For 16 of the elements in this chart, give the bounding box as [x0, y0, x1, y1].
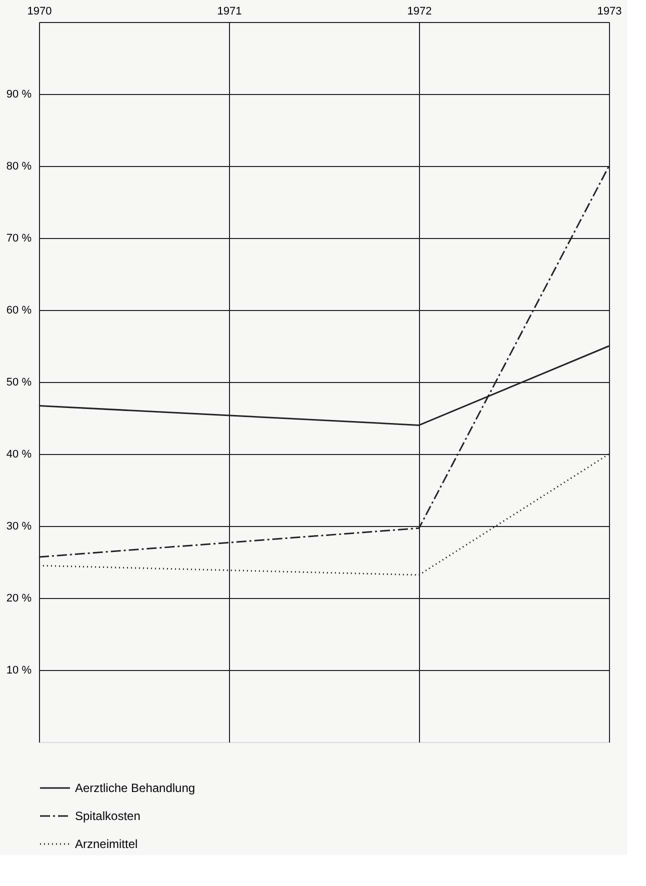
y-tick-label: 30 %: [6, 520, 32, 532]
y-tick-label: 70 %: [6, 232, 32, 244]
y-tick-label: 90 %: [6, 88, 32, 100]
x-tick-label: 1973: [597, 6, 622, 18]
y-tick-label: 50 %: [6, 376, 32, 388]
x-tick-label: 1970: [27, 6, 52, 18]
x-tick-label: 1971: [217, 6, 242, 18]
x-tick-label: 1972: [407, 6, 432, 18]
legend-label: Arzneimittel: [75, 837, 138, 851]
legend-label: Spitalkosten: [75, 809, 140, 823]
y-tick-label: 60 %: [6, 304, 32, 316]
y-tick-label: 10 %: [6, 664, 32, 676]
y-tick-label: 20 %: [6, 592, 32, 604]
y-tick-label: 80 %: [6, 160, 32, 172]
legend-label: Aerztliche Behandlung: [75, 781, 196, 795]
y-tick-label: 40 %: [6, 448, 32, 460]
